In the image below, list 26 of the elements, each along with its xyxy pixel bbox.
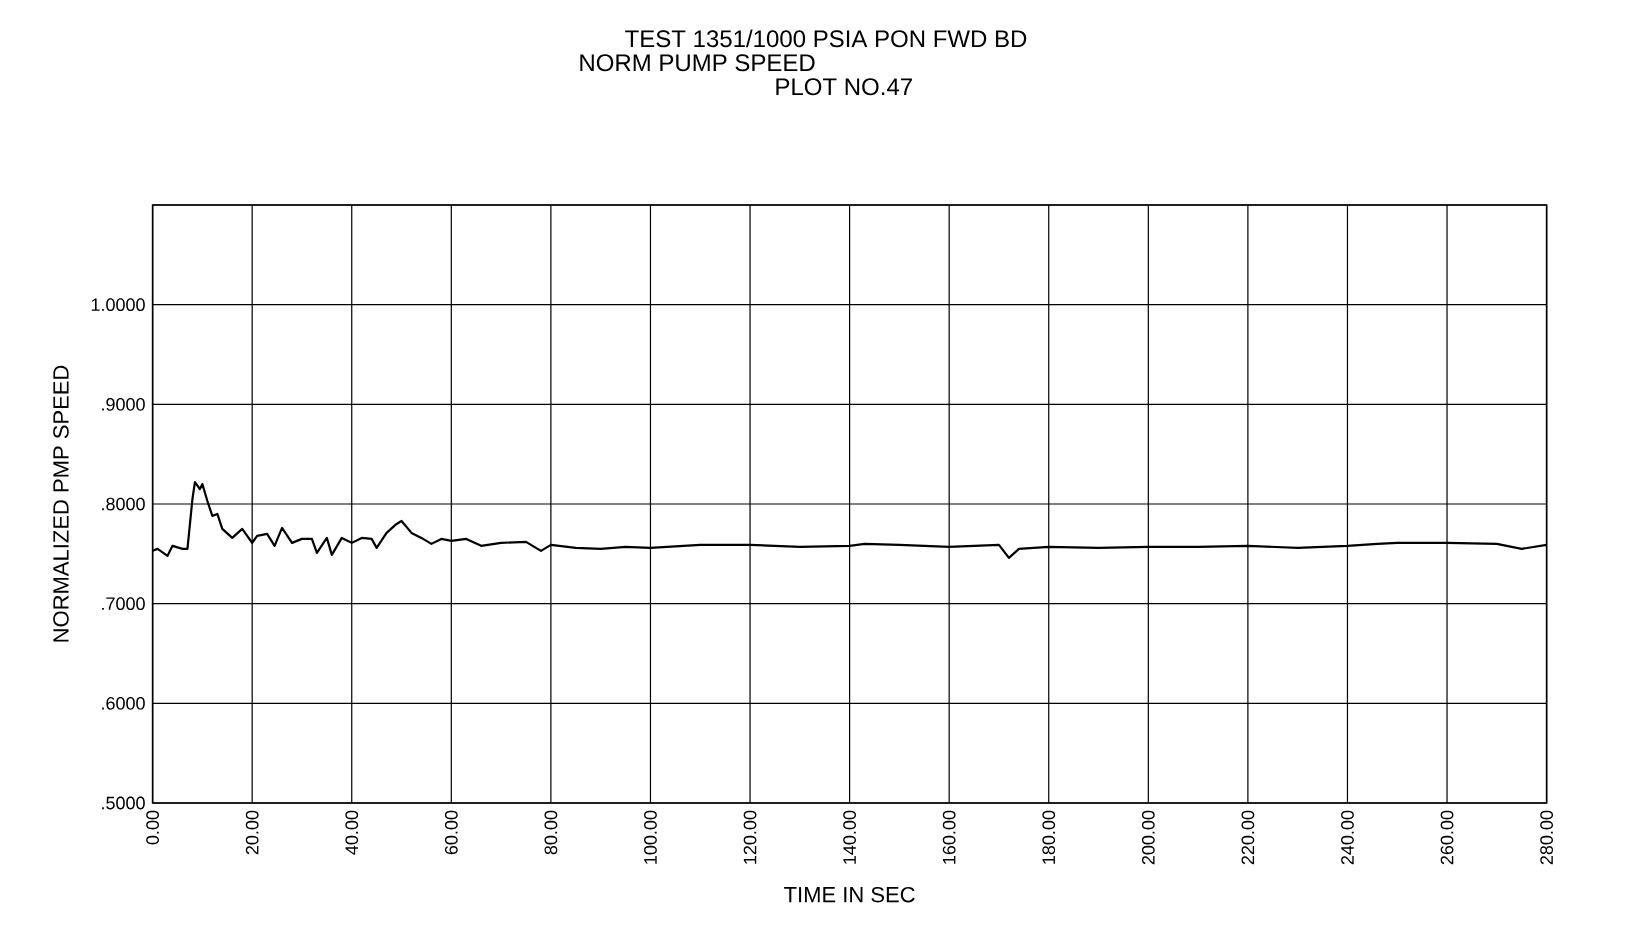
x-tick-label: 80.00 (544, 810, 558, 855)
x-tick-label: 140.00 (843, 810, 856, 864)
x-tick-label: 200.00 (1141, 810, 1155, 865)
y-tick-label: 1.0000 (91, 298, 145, 312)
x-tick-label: 180.00 (1042, 810, 1056, 864)
y-tick-label: .5000 (102, 796, 145, 810)
x-tick-label: 240.00 (1341, 810, 1354, 865)
x-tick-label: 120.00 (743, 810, 757, 864)
x-tick-label: 60.00 (444, 810, 458, 855)
chart-title: TEST 1351/1000 PSIA PON FWD BD (625, 29, 1027, 48)
x-tick-label: 20.00 (245, 810, 259, 855)
y-tick-label: .7000 (102, 597, 145, 611)
x-tick-label: 40.00 (345, 810, 359, 855)
x-tick-label: 100.00 (644, 810, 657, 864)
x-tick-label: 260.00 (1440, 810, 1454, 865)
x-tick-label: 160.00 (942, 810, 956, 864)
x-tick-label: 220.00 (1241, 810, 1255, 865)
x-tick-label: 0.00 (146, 810, 159, 845)
text: PLOT NO.47 (776, 78, 912, 96)
chart-subtitle: NORM PUMP SPEED (580, 54, 815, 72)
y-tick-label: .9000 (102, 397, 145, 411)
x-axis-title: TIME IN SEC (784, 886, 915, 903)
x-tick-label: 280.00 (1540, 810, 1553, 865)
y-tick-label: .6000 (102, 696, 145, 710)
y-axis-title: NORMALIZED PMP SPEED (53, 365, 69, 642)
y-tick-label: .8000 (102, 497, 145, 511)
